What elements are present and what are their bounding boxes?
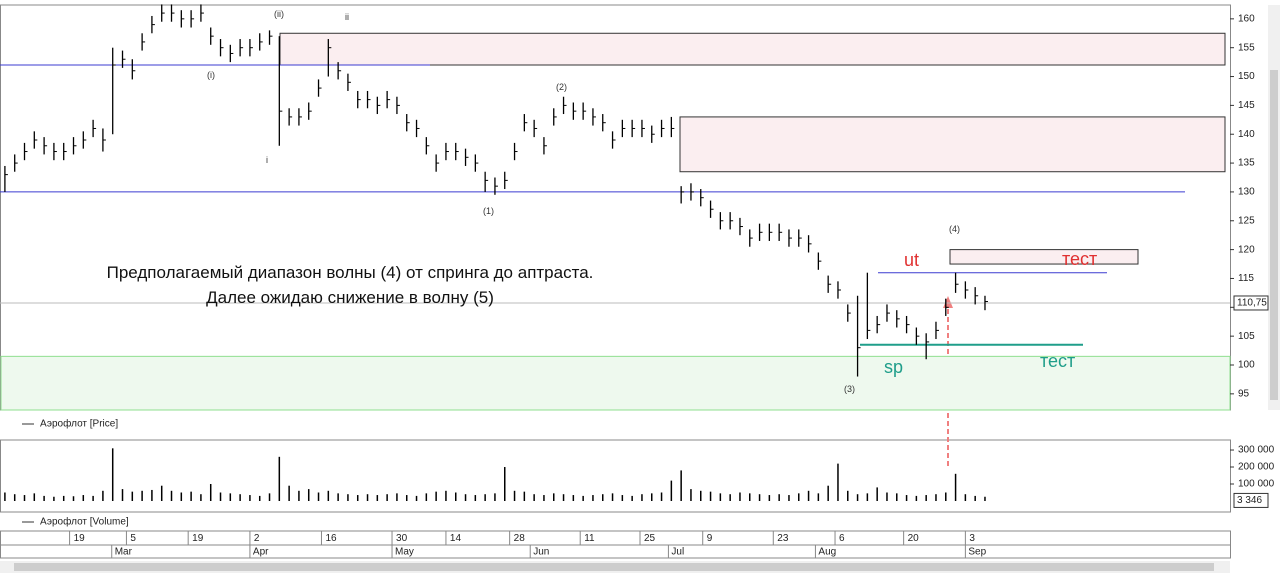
y-tick-label: 100 000 bbox=[1238, 479, 1275, 490]
x-tick-label: 20 bbox=[908, 533, 920, 544]
month-label: Sep bbox=[968, 547, 986, 558]
x-tick-label: 3 bbox=[969, 533, 975, 544]
y-tick-label: 115 bbox=[1238, 273, 1254, 284]
month-label: Jun bbox=[533, 547, 549, 558]
y-tick-label: 130 bbox=[1238, 187, 1255, 198]
test-label: тест bbox=[1062, 249, 1098, 269]
sp-label: sp bbox=[884, 357, 904, 377]
wave-label: ii bbox=[345, 12, 349, 22]
y-tick-label: 120 bbox=[1238, 244, 1255, 255]
ut-label: ut bbox=[904, 250, 920, 270]
month-row bbox=[0, 544, 1231, 559]
y-tick-label: 125 bbox=[1238, 215, 1255, 226]
y-tick-label: 105 bbox=[1238, 331, 1255, 342]
x-tick-label: 14 bbox=[450, 533, 462, 544]
x-tick-label: 16 bbox=[325, 533, 337, 544]
y-tick-label: 135 bbox=[1238, 158, 1255, 169]
legend-volume: Аэрофлот [Volume] bbox=[40, 516, 129, 528]
zone bbox=[279, 32, 1226, 66]
x-tick-label: 5 bbox=[130, 533, 136, 544]
wave-label: (i) bbox=[207, 70, 215, 80]
x-tick-label: 23 bbox=[777, 533, 789, 544]
v-scroll-thumb[interactable] bbox=[1270, 70, 1278, 400]
y-tick-label: 145 bbox=[1238, 100, 1255, 111]
date-row bbox=[0, 530, 1231, 546]
month-label: May bbox=[395, 547, 414, 558]
h-scroll-thumb[interactable] bbox=[14, 563, 1214, 571]
x-tick-label: 9 bbox=[707, 533, 713, 544]
y-tick-label: 300 000 bbox=[1238, 445, 1275, 456]
month-label: Aug bbox=[818, 547, 836, 558]
x-tick-label: 11 bbox=[584, 533, 595, 544]
y-tick-label: 95 bbox=[1238, 388, 1250, 399]
zone bbox=[679, 116, 1226, 173]
x-tick-label: 19 bbox=[74, 533, 86, 544]
zone bbox=[949, 249, 1139, 265]
last-price-label: 110,75 bbox=[1237, 298, 1267, 309]
price-pane bbox=[0, 4, 1231, 411]
x-tick-label: 19 bbox=[192, 533, 204, 544]
wave-label: (3) bbox=[844, 384, 855, 394]
wave-label: i bbox=[266, 155, 268, 165]
wave-label: (2) bbox=[556, 82, 567, 92]
x-tick-label: 6 bbox=[839, 533, 845, 544]
last-volume-box bbox=[1233, 492, 1269, 508]
test-label: тест bbox=[1040, 351, 1076, 371]
x-tick-label: 28 bbox=[514, 533, 526, 544]
y-tick-label: 100 bbox=[1238, 360, 1255, 371]
y-tick-label: 140 bbox=[1238, 129, 1255, 140]
x-tick-label: 25 bbox=[644, 533, 656, 544]
y-tick-label: 200 000 bbox=[1238, 462, 1275, 473]
month-label: Mar bbox=[115, 547, 133, 558]
zone bbox=[0, 355, 1231, 411]
x-tick-label: 30 bbox=[396, 533, 408, 544]
x-tick-label: 2 bbox=[254, 533, 260, 544]
y-tick-label: 150 bbox=[1238, 71, 1255, 82]
y-tick-label: 160 bbox=[1238, 13, 1255, 24]
y-tick-label: 155 bbox=[1238, 42, 1255, 53]
last-price-box bbox=[1233, 295, 1269, 311]
wave-label: (1) bbox=[483, 206, 494, 216]
volume-pane bbox=[0, 439, 1231, 513]
note: Предполагаемый диапазон волны (4) от спр… bbox=[106, 263, 594, 307]
month-label: Jul bbox=[671, 547, 684, 558]
wave-label: (ii) bbox=[274, 9, 284, 19]
last-volume-label: 3 346 bbox=[1237, 495, 1262, 506]
wave-label: (4) bbox=[949, 224, 960, 234]
legend-price: Аэрофлот [Price] bbox=[40, 418, 118, 430]
month-label: Apr bbox=[253, 547, 269, 558]
